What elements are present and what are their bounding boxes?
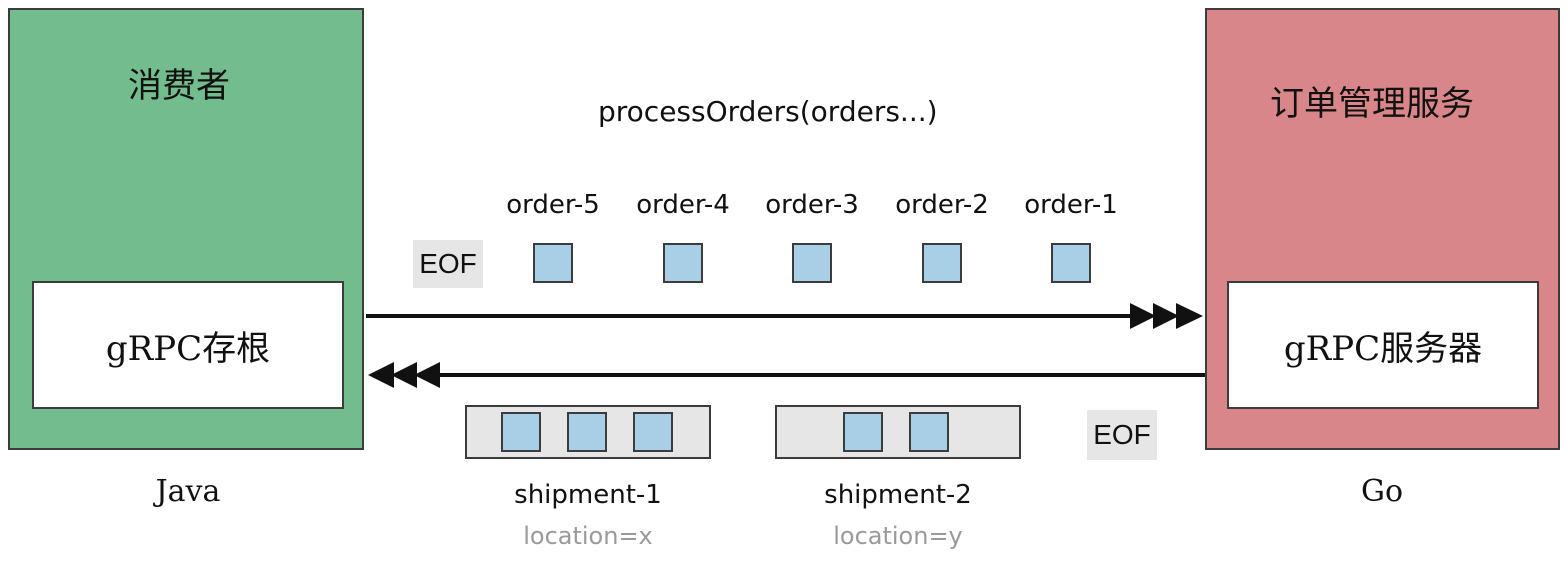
response-eof-badge: EOF: [1087, 410, 1157, 460]
request-arrow: [366, 303, 1203, 329]
grpc-stub-box: gRPC存根: [32, 281, 344, 409]
response-arrow: [368, 362, 1205, 388]
order-label: order-4: [636, 190, 730, 220]
grpc-server-box: gRPC服务器: [1227, 281, 1539, 409]
order-label: order-1: [1024, 190, 1118, 220]
shipment-message: [633, 412, 673, 452]
shipment-name: shipment-2: [824, 480, 972, 510]
request-eof-label: EOF: [419, 248, 477, 279]
consumer-language: Java: [155, 474, 221, 509]
grpc-stub-label: gRPC存根: [105, 328, 271, 369]
shipment-location: location=x: [523, 522, 653, 550]
service-language: Go: [1360, 474, 1404, 509]
consumer-title: 消费者: [128, 66, 230, 106]
shipment-message: [567, 412, 607, 452]
order-message: [922, 243, 962, 283]
method-label: processOrders(orders...): [598, 95, 938, 128]
order-message: [1051, 243, 1091, 283]
order-message: [533, 243, 573, 283]
shipment-name: shipment-1: [514, 480, 662, 510]
shipment-message: [501, 412, 541, 452]
shipment-message: [843, 412, 883, 452]
order-label: order-2: [895, 190, 989, 220]
shipment-location: location=y: [833, 522, 963, 550]
shipment-1-tray: [465, 405, 711, 459]
order-label: order-5: [506, 190, 600, 220]
order-label: order-3: [765, 190, 859, 220]
shipment-2-tray: [775, 405, 1021, 459]
order-message: [663, 243, 703, 283]
response-eof-label: EOF: [1093, 419, 1151, 450]
order-message: [792, 243, 832, 283]
grpc-server-label: gRPC服务器: [1283, 328, 1483, 369]
service-title: 订单管理服务: [1270, 84, 1474, 124]
shipment-message: [909, 412, 949, 452]
request-eof-badge: EOF: [413, 240, 483, 288]
